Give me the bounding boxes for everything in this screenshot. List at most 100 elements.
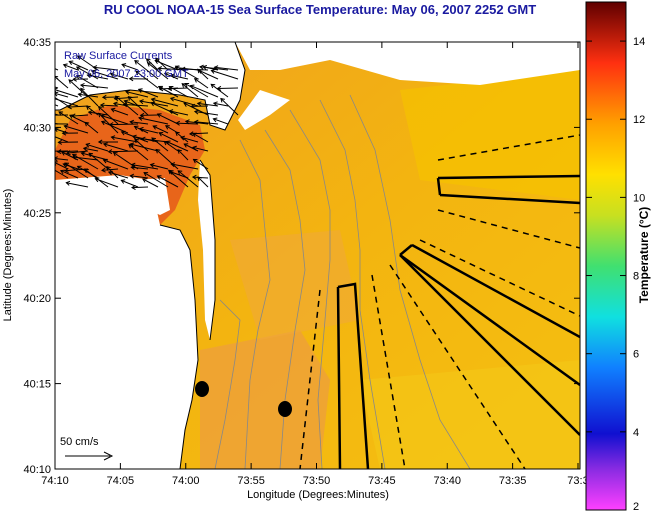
current-vector-head [137, 88, 143, 93]
current-vector [190, 85, 219, 98]
current-vector-head [64, 162, 70, 167]
current-vector-head [122, 102, 128, 108]
current-vector-head [157, 85, 163, 91]
current-vector [168, 169, 189, 188]
current-vector-head [193, 109, 199, 115]
current-vector [128, 96, 149, 116]
current-vector-head [102, 158, 108, 164]
current-vector-head [110, 107, 116, 113]
current-vector [111, 108, 129, 116]
current-vector-head [65, 180, 71, 186]
current-vector [134, 138, 149, 152]
current-vector-head [150, 101, 156, 107]
current-vector [177, 170, 199, 188]
x-axis-label: Longitude (Degrees:Minutes) [247, 489, 389, 501]
current-vector [157, 113, 179, 125]
current-vector [217, 87, 239, 89]
current-vector-head [154, 59, 160, 64]
current-vector [106, 166, 119, 179]
current-vector-head [55, 127, 59, 133]
current-vector [158, 132, 179, 143]
current-vector-head [192, 132, 198, 138]
current-vector-head [101, 167, 106, 173]
current-vector [55, 162, 69, 170]
current-vector-head [149, 162, 155, 168]
current-vector-head [127, 96, 133, 101]
current-vector [194, 121, 219, 125]
current-vector [175, 65, 199, 80]
sst-cool-patch [360, 360, 580, 469]
current-vector-head [169, 96, 175, 102]
current-vector-head [146, 62, 152, 67]
current-vector-head [64, 167, 69, 173]
current-vector [72, 153, 99, 170]
current-vector [55, 68, 59, 71]
current-vector [95, 178, 119, 188]
current-vector [192, 146, 209, 152]
current-vector-head [120, 179, 126, 184]
current-vector-head [112, 151, 118, 157]
current-vector-head [130, 162, 136, 168]
current-vector [55, 92, 69, 98]
current-vector-head [86, 73, 92, 79]
current-vectors [55, 55, 239, 191]
current-vector-head [197, 69, 203, 74]
station-marker [195, 381, 209, 397]
current-vector [64, 125, 89, 134]
survey-line-southeast [399, 254, 580, 436]
current-vector [72, 156, 99, 161]
current-vector-head [210, 69, 216, 74]
current-vector [213, 102, 229, 107]
current-vector-head [114, 95, 120, 101]
current-vector [84, 122, 99, 134]
current-vector-head [76, 55, 82, 60]
current-vector-head [55, 75, 59, 81]
current-vector [58, 111, 79, 125]
current-vector [81, 152, 109, 161]
current-vector [115, 95, 139, 116]
current-vector-head [167, 169, 173, 175]
land-area [55, 42, 245, 130]
current-vector [69, 60, 89, 71]
current-vector-head [196, 101, 202, 107]
current-vector [134, 60, 159, 80]
current-vector [121, 63, 139, 71]
current-vector-head [183, 102, 189, 107]
current-vector [98, 112, 119, 134]
current-vector-head [80, 151, 86, 157]
current-vector-head [210, 83, 216, 89]
current-vector-head [109, 72, 115, 78]
current-vector [128, 144, 149, 161]
current-vector [143, 172, 169, 188]
x-tick-label: 73:55 [237, 475, 265, 487]
current-vector [80, 88, 99, 107]
current-vector [176, 122, 199, 125]
current-vector-head [85, 142, 91, 148]
current-vector-head [145, 58, 151, 63]
land-area [238, 90, 290, 130]
current-vector-head [134, 138, 139, 144]
current-vector-head [138, 99, 144, 105]
current-vector-head [129, 142, 135, 148]
current-vector-head [98, 112, 103, 118]
current-vector [55, 89, 79, 98]
current-vector [198, 69, 219, 80]
current-vector [139, 128, 159, 134]
current-vector-head [168, 109, 174, 114]
current-vector-head [133, 125, 139, 131]
current-vector [169, 110, 189, 116]
survey-boxes [336, 174, 580, 469]
current-vector-head [56, 149, 62, 155]
x-tick-label: 74:05 [107, 475, 135, 487]
current-vector [100, 104, 119, 107]
current-vector [194, 111, 219, 116]
current-vector-head [65, 150, 71, 156]
current-vector-head [121, 63, 127, 68]
current-vector-head [75, 75, 81, 80]
current-vector [138, 117, 169, 125]
current-vector-head [189, 84, 195, 90]
colorbar-gradient [585, 1, 627, 511]
current-vector-head [131, 134, 137, 140]
current-vector-head [216, 85, 222, 91]
current-vector-head [212, 117, 218, 123]
